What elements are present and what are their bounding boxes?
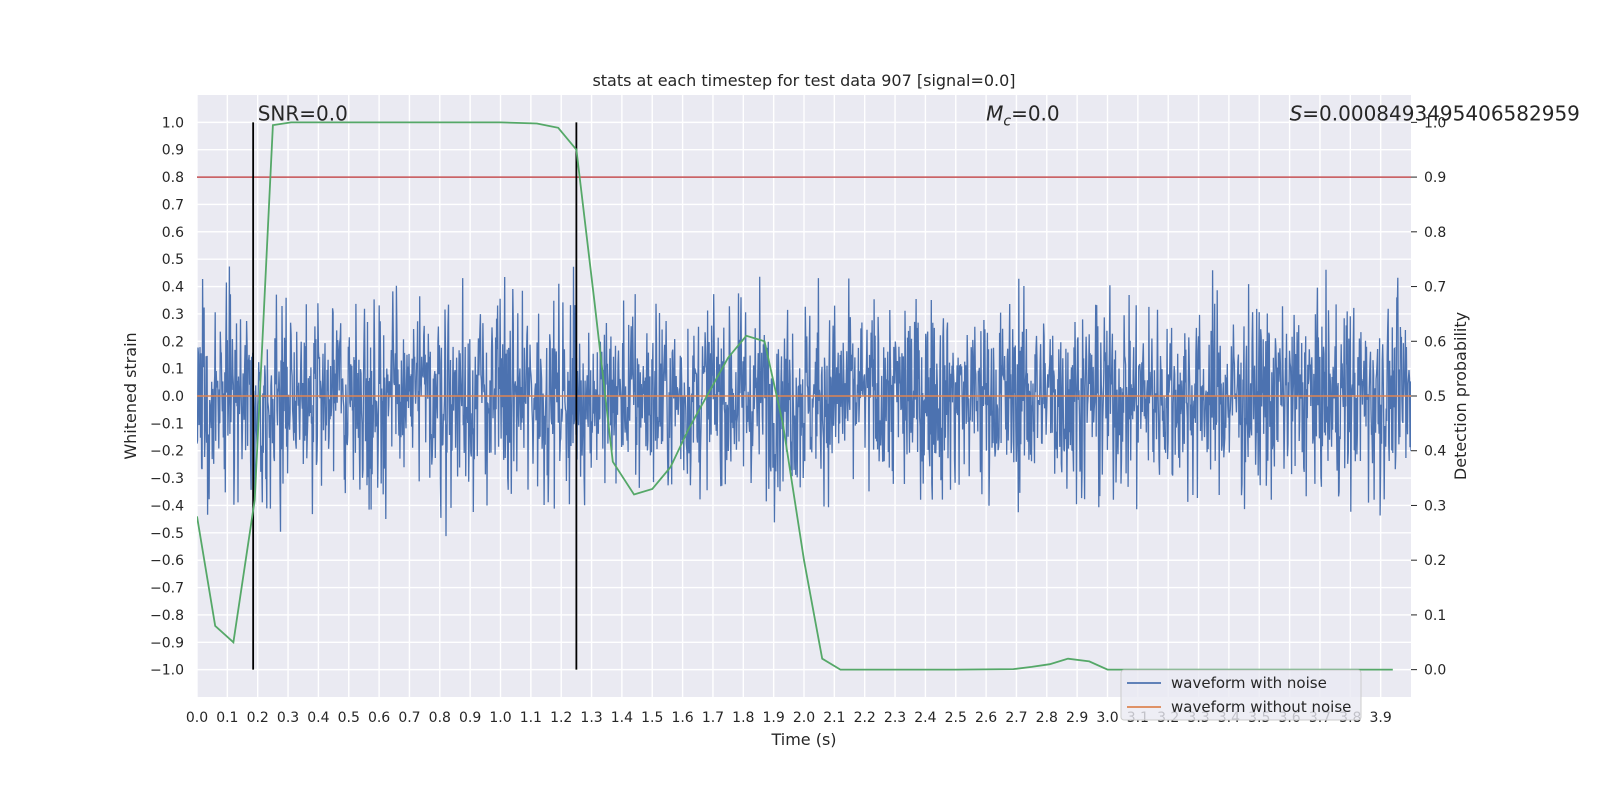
x-tick-label: 0.6 bbox=[368, 710, 390, 726]
mc-subscript: c bbox=[1003, 113, 1011, 129]
x-tick-label: 1.3 bbox=[580, 710, 602, 726]
x-tick-label: 2.4 bbox=[914, 710, 936, 726]
x-tick-label: 1.6 bbox=[671, 710, 693, 726]
x-tick-label: 2.6 bbox=[975, 710, 997, 726]
detection-probability-line bbox=[197, 121, 1393, 671]
y2-tick-label: 0.7 bbox=[1424, 280, 1446, 296]
y-axis-ticks: 1.0 0.9 0.8 0.7 0.6 0.5 0.4 0.3 0.2 0.1 0.0 −0.1 −0.… bbox=[150, 115, 184, 678]
x-tick-label: 1.7 bbox=[702, 710, 724, 726]
x-tick-label: 1.2 bbox=[550, 710, 572, 726]
x-axis-label: Time (s) bbox=[770, 730, 836, 749]
x-tick-label: 0.5 bbox=[338, 710, 360, 726]
y-tick-label: 0.2 bbox=[162, 334, 184, 350]
chirp-mass-annotation: Mc=0.0 bbox=[986, 101, 1060, 129]
y2-tick-label: 0.6 bbox=[1424, 334, 1446, 350]
x-tick-label: 0.1 bbox=[216, 710, 238, 726]
legend-box bbox=[1120, 669, 1362, 721]
y-tick-label: −1.0 bbox=[150, 663, 184, 679]
mc-value: =0.0 bbox=[1011, 101, 1060, 125]
y-tick-label: −0.4 bbox=[150, 498, 184, 514]
x-tick-label: 1.9 bbox=[763, 710, 785, 726]
y-tick-label: 0.8 bbox=[162, 170, 184, 186]
x-tick-label: 1.5 bbox=[641, 710, 663, 726]
y2-tick-label: 0.4 bbox=[1424, 444, 1446, 460]
x-tick-label: 0.3 bbox=[277, 710, 299, 726]
y-axis-label: Whitened strain bbox=[121, 332, 140, 459]
x-tick-label: 0.2 bbox=[247, 710, 269, 726]
y-tick-label: −0.8 bbox=[150, 608, 184, 624]
x-tick-label: 1.4 bbox=[611, 710, 633, 726]
mc-symbol: M bbox=[986, 101, 1003, 125]
x-tick-label: 2.3 bbox=[884, 710, 906, 726]
x-tick-label: 1.8 bbox=[732, 710, 754, 726]
x-tick-label: 2.9 bbox=[1066, 710, 1088, 726]
y2-tick-label: 0.9 bbox=[1424, 170, 1446, 186]
x-tick-label: 1.0 bbox=[489, 710, 511, 726]
x-tick-label: 0.9 bbox=[459, 710, 481, 726]
y2-tick-label: 0.8 bbox=[1424, 225, 1446, 241]
y2-tick-label: 1.0 bbox=[1424, 115, 1446, 131]
x-tick-label: 2.2 bbox=[854, 710, 876, 726]
y-tick-label: −0.5 bbox=[150, 526, 184, 542]
x-tick-label: 0.8 bbox=[429, 710, 451, 726]
y-tick-label: 0.4 bbox=[162, 280, 184, 296]
plot-contents bbox=[197, 121, 1411, 671]
significance-annotation: S=0.0008493495406582959 bbox=[1290, 101, 1580, 125]
y2-tick-label: 0.0 bbox=[1424, 663, 1446, 679]
snr-annotation: SNR=0.0 bbox=[258, 101, 348, 125]
y-tick-label: −0.6 bbox=[150, 553, 184, 569]
waveform-with-noise-line bbox=[197, 266, 1411, 537]
y-tick-label: 0.1 bbox=[162, 362, 184, 378]
y-tick-label: −0.9 bbox=[150, 635, 184, 651]
y-tick-label: 0.9 bbox=[162, 143, 184, 159]
legend-label-noisy: waveform with noise bbox=[1171, 674, 1327, 692]
y-tick-label: 0.0 bbox=[162, 389, 184, 405]
y2-tick-label: 0.2 bbox=[1424, 553, 1446, 569]
x-tick-label: 2.5 bbox=[945, 710, 967, 726]
x-tick-label: 3.0 bbox=[1096, 710, 1118, 726]
y-tick-label: 1.0 bbox=[162, 115, 184, 131]
x-tick-label: 2.0 bbox=[793, 710, 815, 726]
x-tick-label: 0.7 bbox=[398, 710, 420, 726]
chart-title: stats at each timestep for test data 907… bbox=[592, 71, 1015, 90]
legend-label-clean: waveform without noise bbox=[1171, 698, 1351, 716]
y2-tick-label: 0.3 bbox=[1424, 498, 1446, 514]
y-tick-label: −0.2 bbox=[150, 444, 184, 460]
right-axis-label: Detection probability bbox=[1451, 312, 1470, 480]
x-tick-label: 0.0 bbox=[186, 710, 208, 726]
y2-tick-label: 0.5 bbox=[1424, 389, 1446, 405]
right-axis-ticks: 1.0 0.9 0.8 0.7 0.6 0.5 0.4 0.3 0.2 0.1 0.0 bbox=[1411, 115, 1446, 679]
x-tick-label: 1.1 bbox=[520, 710, 542, 726]
y-tick-label: 0.6 bbox=[162, 225, 184, 241]
y-tick-label: 0.7 bbox=[162, 197, 184, 213]
s-symbol: S bbox=[1290, 101, 1303, 125]
y2-tick-label: 0.1 bbox=[1424, 608, 1446, 624]
x-tick-label: 2.7 bbox=[1005, 710, 1027, 726]
x-tick-label: 0.4 bbox=[307, 710, 329, 726]
y-tick-label: 0.5 bbox=[162, 252, 184, 268]
x-tick-label: 3.9 bbox=[1370, 710, 1392, 726]
s-value: =0.0008493495406582959 bbox=[1302, 101, 1580, 125]
x-tick-label: 2.8 bbox=[1036, 710, 1058, 726]
y-tick-label: −0.1 bbox=[150, 416, 184, 432]
y-tick-label: −0.3 bbox=[150, 471, 184, 487]
y-tick-label: 0.3 bbox=[162, 307, 184, 323]
x-tick-label: 2.1 bbox=[823, 710, 845, 726]
legend: waveform with noise waveform without noi… bbox=[1120, 669, 1362, 721]
y-tick-label: −0.7 bbox=[150, 581, 184, 597]
